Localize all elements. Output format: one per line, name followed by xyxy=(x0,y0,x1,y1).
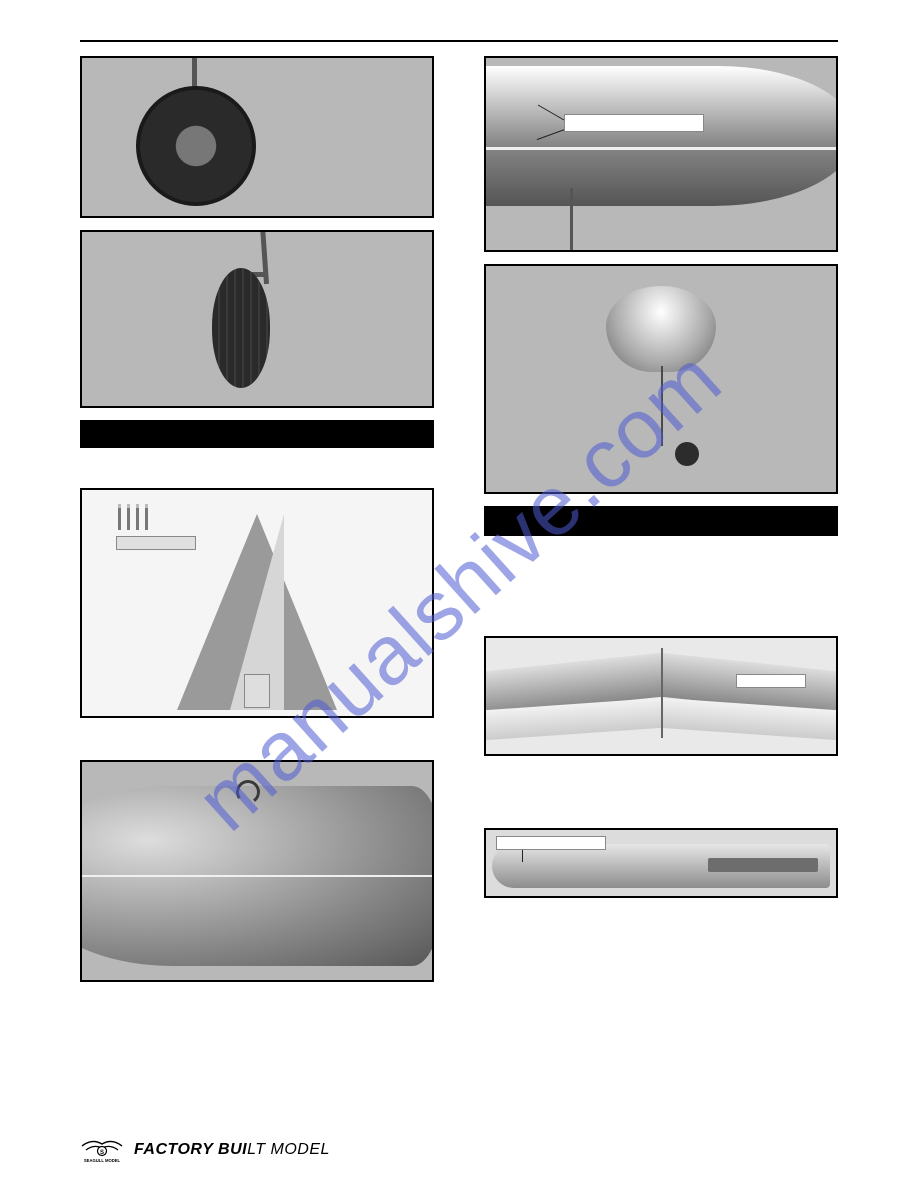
footer-text-c: LT MODEL xyxy=(247,1141,330,1158)
footer-text-b: BUI xyxy=(218,1141,247,1158)
tailcone-shape xyxy=(484,66,838,206)
right-column xyxy=(484,56,838,994)
callout-label xyxy=(116,536,196,550)
servo-bay xyxy=(708,858,818,872)
footer: S SEAGULL MODEL FACTORY BUILT MODEL xyxy=(80,1136,330,1164)
figure-wheel-front xyxy=(80,56,434,218)
stripe xyxy=(82,875,432,877)
top-divider xyxy=(80,40,838,42)
figure-wing-side xyxy=(484,828,838,898)
spacer xyxy=(484,768,838,828)
screws-icon xyxy=(118,504,148,530)
footer-tagline: FACTORY BUILT MODEL xyxy=(134,1141,330,1159)
callout-label xyxy=(736,674,806,688)
figure-wing-top xyxy=(484,636,838,756)
notch xyxy=(244,674,270,708)
figure-fuselage-hook xyxy=(80,760,434,982)
callout-label xyxy=(564,114,704,132)
center-line xyxy=(661,648,663,738)
tailwire xyxy=(661,366,663,446)
section-bar xyxy=(80,420,434,448)
spacer xyxy=(484,546,838,636)
wheel-icon xyxy=(136,86,256,206)
wheel-side-icon xyxy=(212,268,270,388)
tailfin-shape xyxy=(606,286,716,372)
seagull-logo-icon: S SEAGULL MODEL xyxy=(80,1136,124,1164)
section-bar xyxy=(484,506,838,536)
callout-label xyxy=(496,836,606,850)
figure-tailcone-side xyxy=(484,56,838,252)
leader-line xyxy=(522,850,523,862)
figure-tail-rear xyxy=(484,264,838,494)
tailwheel-icon xyxy=(675,442,699,466)
left-column xyxy=(80,56,434,994)
figure-wheel-side xyxy=(80,230,434,408)
two-column-layout xyxy=(80,56,838,994)
svg-text:S: S xyxy=(100,1150,104,1156)
stripe xyxy=(484,147,838,150)
footer-text-a: FACTORY xyxy=(134,1141,218,1158)
spacer xyxy=(80,730,434,760)
spacer xyxy=(80,458,434,488)
brand-small-text: SEAGULL MODEL xyxy=(84,1158,121,1163)
tailgear-strut xyxy=(570,188,573,252)
figure-tail-cone xyxy=(80,488,434,718)
